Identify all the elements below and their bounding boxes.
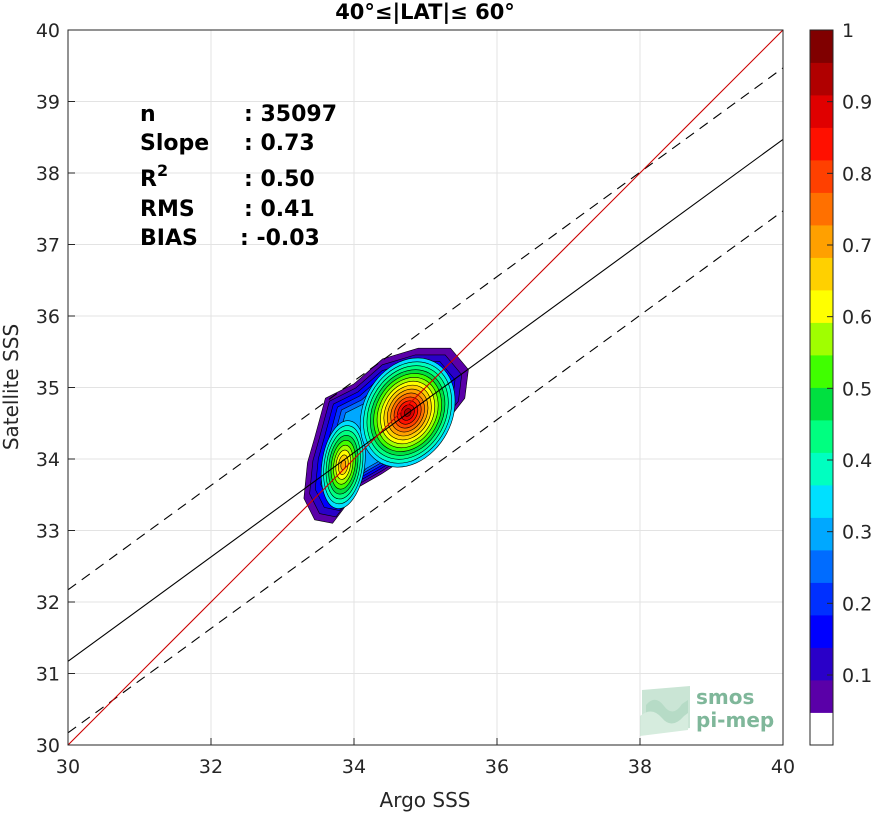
colorbar-swatch xyxy=(810,160,833,193)
logo-line-1: smos xyxy=(696,685,754,709)
colorbar-swatch xyxy=(810,712,833,746)
stat-value: : 0.41 xyxy=(244,197,315,222)
colorbar-swatch xyxy=(810,420,833,453)
stat-label: Slope xyxy=(140,131,209,156)
colorbar-swatch xyxy=(810,192,833,226)
y-axis-ticks: 30 31 32 33 34 35 36 37 38 39 40 xyxy=(36,20,75,757)
colorbar-swatch xyxy=(810,127,833,161)
y-axis-label: Satellite SSS xyxy=(0,324,23,450)
colorbar-swatch xyxy=(810,322,833,356)
y-tick-label: 36 xyxy=(36,306,60,328)
smos-pi-mep-logo: smos pi-mep xyxy=(640,685,774,736)
chart-title: 40°≤|LAT|≤ 60° xyxy=(335,0,515,25)
colorbar-tick-label: 0.3 xyxy=(842,522,872,544)
colorbar-tick-label: 0.9 xyxy=(842,92,872,114)
colorbar-tick-label: 1 xyxy=(842,20,854,42)
colorbar-swatch xyxy=(810,30,833,63)
x-tick-label: 34 xyxy=(342,756,366,778)
density-contours xyxy=(303,347,469,524)
x-tick-label: 40 xyxy=(771,756,795,778)
x-tick-label: 32 xyxy=(199,756,223,778)
identity-line xyxy=(68,30,783,745)
y-tick-label: 35 xyxy=(36,378,60,400)
colorbar-swatch xyxy=(810,680,833,713)
stat-value: : -0.03 xyxy=(240,226,320,251)
colorbar-tick-label: 0.1 xyxy=(842,665,872,687)
y-tick-label: 34 xyxy=(36,449,60,471)
colorbar-tick-label: 0.4 xyxy=(842,450,872,472)
colorbar-swatch xyxy=(810,62,833,96)
colorbar-ticks: 0.1 0.2 0.3 0.4 0.5 0.6 0.7 0.8 0.9 1 xyxy=(827,20,872,687)
y-tick-label: 38 xyxy=(36,163,60,185)
y-tick-label: 40 xyxy=(36,20,60,42)
colorbar-swatch xyxy=(810,615,833,648)
lower-bound-line xyxy=(68,210,783,734)
reference-lines xyxy=(68,30,783,745)
colorbar-tick-label: 0.5 xyxy=(842,378,872,400)
stat-label: BIAS xyxy=(140,226,198,251)
colorbar-tick-label: 0.7 xyxy=(842,235,872,257)
colorbar-swatch xyxy=(810,290,833,323)
colorbar-swatch xyxy=(810,387,833,421)
stat-value: : 0.73 xyxy=(244,131,315,156)
fit-line xyxy=(68,138,783,662)
y-tick-label: 39 xyxy=(36,92,60,114)
colorbar-swatch xyxy=(810,355,833,388)
colorbar-swatch xyxy=(810,517,833,551)
colorbar xyxy=(809,29,834,746)
colorbar-swatch xyxy=(810,225,833,258)
colorbar-swatch xyxy=(810,452,833,486)
stat-label: RMS xyxy=(140,197,195,222)
colorbar-swatch xyxy=(810,485,833,518)
y-tick-label: 32 xyxy=(36,592,60,614)
colorbar-swatch xyxy=(810,647,833,681)
x-tick-label: 38 xyxy=(628,756,652,778)
stat-value: : 35097 xyxy=(244,102,337,127)
colorbar-swatch xyxy=(810,582,833,616)
stat-superscript: 2 xyxy=(157,161,168,180)
x-axis-label: Argo SSS xyxy=(380,788,471,812)
upper-bound-line xyxy=(68,67,783,591)
logo-graphic xyxy=(640,686,690,736)
y-tick-label: 30 xyxy=(36,735,60,757)
colorbar-swatch xyxy=(810,257,833,291)
colorbar-tick-label: 0.2 xyxy=(842,593,872,615)
colorbar-swatch xyxy=(810,95,833,128)
colorbar-frame xyxy=(809,29,834,746)
x-axis-ticks: 30 32 34 36 38 40 xyxy=(56,738,795,778)
colorbar-swatch xyxy=(810,550,833,583)
logo-line-2: pi-mep xyxy=(696,708,774,732)
y-tick-label: 31 xyxy=(36,664,60,686)
y-tick-label: 33 xyxy=(36,521,60,543)
x-tick-label: 36 xyxy=(485,756,509,778)
colorbar-tick-label: 0.8 xyxy=(842,163,872,185)
y-tick-label: 37 xyxy=(36,235,60,257)
x-tick-label: 30 xyxy=(56,756,80,778)
colorbar-tick-label: 0.6 xyxy=(842,307,872,329)
stat-label: n xyxy=(140,102,156,127)
stat-value: : 0.50 xyxy=(244,167,315,192)
grid-lines xyxy=(67,29,784,746)
